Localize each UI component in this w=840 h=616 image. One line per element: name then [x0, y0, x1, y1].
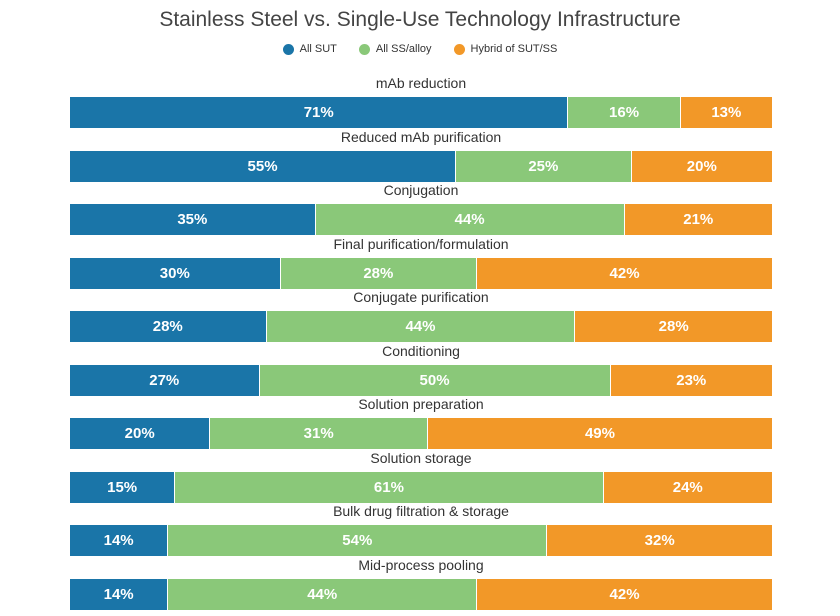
stacked-bar: 15% 61% 24% [70, 471, 772, 503]
data-label: 14% [103, 532, 134, 549]
legend-item: Hybrid of SUT/SS [453, 43, 558, 55]
category-label: Conjugation [383, 182, 459, 198]
data-label: 30% [159, 264, 190, 282]
bar-segment: 32% [547, 525, 772, 556]
bar-segment: 23% [610, 364, 772, 396]
legend-label: All SS/alloy [375, 43, 432, 55]
legend-swatch [358, 43, 370, 55]
category-label: Solution preparation [358, 396, 484, 412]
legend-label: All SUT [299, 43, 337, 55]
data-label: 49% [584, 425, 615, 442]
bar-segment: 50% [259, 364, 611, 396]
data-label: 71% [303, 104, 334, 121]
data-label: 54% [342, 532, 373, 549]
category-label: Reduced mAb purification [340, 128, 502, 145]
bar-segment: 15% [70, 471, 176, 503]
bar-segment: 24% [603, 471, 772, 503]
bar-segment: 55% [70, 150, 457, 182]
stacked-bar: 35% 44% 21% [70, 204, 772, 235]
data-label: 20% [686, 157, 717, 175]
data-label: 50% [419, 371, 450, 389]
bar-segment: 14% [70, 525, 169, 556]
stacked-bar: 27% 50% 23% [70, 364, 772, 396]
data-label: 44% [454, 211, 485, 228]
data-label: 28% [152, 318, 183, 335]
data-label: 23% [676, 371, 707, 389]
stacked-bar: 20% 31% 49% [70, 418, 772, 449]
data-label: 32% [644, 532, 675, 549]
stacked-bar: 14% 44% 42% [70, 578, 772, 610]
stacked-bar: 55% 25% 20% [70, 150, 772, 182]
stacked-bar: 71% 16% 13% [70, 97, 772, 128]
bar-segment: 44% [315, 204, 625, 235]
bar-segment: 61% [175, 471, 604, 503]
category-label: Bulk drug filtration & storage [333, 503, 509, 519]
bar-segment: 71% [70, 97, 569, 128]
category-label: Conditioning [382, 342, 460, 359]
bar-segment: 35% [70, 204, 316, 235]
data-label: 20% [124, 425, 155, 442]
legend-item: All SS/alloy [358, 43, 432, 55]
data-label: 44% [405, 318, 436, 335]
data-label: 13% [711, 104, 742, 121]
data-label: 42% [609, 264, 640, 282]
bar-segment: 44% [266, 311, 576, 342]
bar-segment: 21% [624, 204, 772, 235]
legend-label: Hybrid of SUT/SS [470, 43, 558, 55]
data-label: 15% [107, 478, 138, 496]
legend-item: All SUT [282, 43, 337, 55]
data-label: 42% [609, 585, 640, 603]
category-label: Mid-process pooling [358, 556, 484, 573]
bar-segment: 28% [70, 311, 267, 342]
bar-segment: 31% [210, 418, 428, 449]
category-label: Conjugate purification [353, 289, 489, 305]
stacked-bar: 14% 54% 32% [70, 525, 772, 556]
bar-segment: 13% [680, 97, 772, 128]
data-label: 28% [658, 318, 689, 335]
data-label: 27% [149, 371, 180, 389]
data-label: 61% [373, 478, 404, 496]
bar-segment: 30% [70, 257, 281, 289]
data-label: 21% [683, 211, 714, 228]
data-label: 35% [177, 211, 208, 228]
legend: All SUT All SS/alloy Hybrid of SUT/SS [0, 43, 840, 55]
category-label: Final purification/formulation [333, 235, 509, 252]
data-label: 44% [307, 585, 338, 603]
bar-segment: 42% [477, 257, 772, 289]
bar-segment: 54% [168, 525, 548, 556]
legend-swatch [453, 43, 465, 55]
bar-segment: 20% [70, 418, 211, 449]
category-label: mAb reduction [375, 75, 467, 91]
stacked-bar: 28% 44% 28% [70, 311, 772, 342]
data-label: 28% [363, 264, 394, 282]
data-label: 14% [103, 585, 134, 603]
legend-swatch [282, 43, 294, 55]
bar-segment: 25% [456, 150, 632, 182]
bar-segment: 49% [428, 418, 772, 449]
data-label: 55% [247, 157, 278, 175]
data-label: 25% [528, 157, 559, 175]
data-label: 16% [609, 104, 640, 121]
stacked-bar: 30% 28% 42% [70, 257, 772, 289]
bar-segment: 27% [70, 364, 260, 396]
bar-segment: 28% [280, 257, 478, 289]
data-label: 24% [672, 478, 703, 496]
bar-segment: 14% [70, 578, 169, 610]
bar-segment: 16% [568, 97, 681, 128]
category-label: Solution storage [370, 449, 472, 466]
chart-title: Stainless Steel vs. Single-Use Technolog… [159, 8, 681, 31]
bar-segment: 42% [477, 578, 772, 610]
data-label: 31% [303, 425, 334, 442]
bar-segment: 20% [631, 150, 772, 182]
bar-segment: 44% [168, 578, 478, 610]
bar-segment: 28% [575, 311, 772, 342]
